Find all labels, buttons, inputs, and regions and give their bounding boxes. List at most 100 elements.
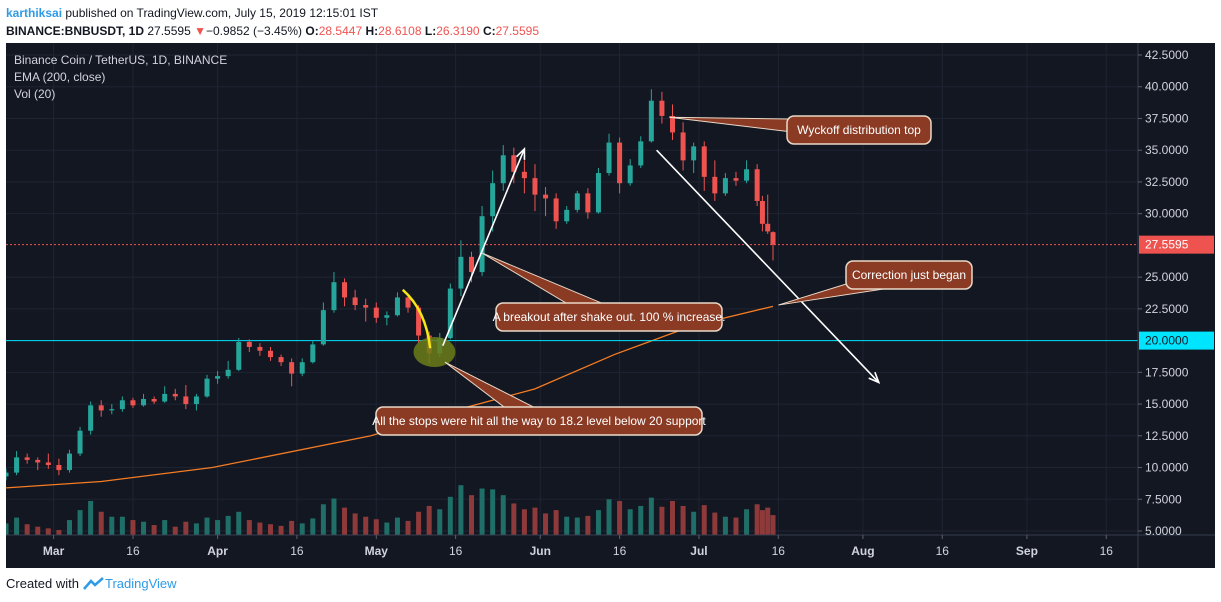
volume-bar xyxy=(691,511,697,535)
volume-bar xyxy=(617,500,623,535)
y-tick-label: 5.0000 xyxy=(1145,524,1182,538)
chart-area[interactable]: Wyckoff distribution top A breakout after… xyxy=(3,43,1215,568)
legend-ema: EMA (200, close) xyxy=(14,70,105,84)
candle-body xyxy=(3,472,9,477)
y-tick-label: 35.0000 xyxy=(1145,143,1189,157)
symbol-label: BINANCE:BNBUSDT, 1D xyxy=(6,24,145,38)
correction-callout-box xyxy=(845,260,973,290)
candle-body xyxy=(320,310,326,345)
candle-body xyxy=(204,378,210,397)
correction-callout-text: Correction just began xyxy=(852,268,966,282)
candle-body xyxy=(373,307,379,318)
candlestick-chart[interactable]: Wyckoff distribution top A breakout after… xyxy=(3,43,1215,568)
candle-body xyxy=(670,115,676,133)
y-tick-label: 15.0000 xyxy=(1145,397,1189,411)
wyckoff-callout-box xyxy=(786,115,932,145)
low-value: 26.3190 xyxy=(436,24,480,38)
breakout-callout-text: A breakout after shake out. 100 % increa… xyxy=(493,310,726,324)
volume-bar xyxy=(373,519,379,535)
volume-bar xyxy=(405,520,411,535)
ema-200-layer xyxy=(5,305,774,489)
quote-line: BINANCE:BNBUSDT, 1D 27.5595 ▼−0.9852 (−3… xyxy=(6,22,539,40)
publish-line: karthiksai published on TradingView.com,… xyxy=(6,4,539,22)
volume-bar xyxy=(236,511,242,535)
volume-bar xyxy=(627,509,633,535)
x-tick-label: 16 xyxy=(772,544,786,558)
candle-body xyxy=(500,155,506,184)
volume-bar xyxy=(648,497,654,535)
candle-body xyxy=(585,193,591,213)
volume-bar xyxy=(215,520,221,535)
volume-bar xyxy=(744,509,750,535)
x-tick-label: Mar xyxy=(43,544,65,558)
author-link[interactable]: karthiksai xyxy=(6,6,63,20)
candle-body xyxy=(66,453,72,471)
candle-body xyxy=(98,405,104,411)
high-value: 28.6108 xyxy=(378,24,422,38)
axes: 42.5000 40.0000 37.5000 35.0000 32.5000 30.00… xyxy=(6,43,1215,568)
annotations-layer: Wyckoff distribution top A breakout after… xyxy=(372,115,973,436)
stops-callout-box xyxy=(375,406,703,436)
change-value: −0.9852 (−3.45%) xyxy=(205,24,303,38)
volume-bar xyxy=(88,500,94,535)
volume-bar xyxy=(162,520,168,535)
volume-bar xyxy=(45,528,51,535)
volume-bar xyxy=(267,524,273,535)
ema-200-line xyxy=(5,305,774,489)
candle-body xyxy=(574,193,580,210)
volume-bar xyxy=(278,525,284,535)
tradingview-logo[interactable]: TradingView xyxy=(83,576,177,591)
volume-bar xyxy=(426,505,432,535)
breakout-arrow-head xyxy=(515,147,526,160)
candle-body xyxy=(553,198,559,222)
volume-bar xyxy=(722,516,728,535)
candle-body xyxy=(183,396,189,405)
candle-body xyxy=(770,232,776,245)
volume-bar xyxy=(511,503,517,535)
volume-bar xyxy=(24,524,30,535)
candle-body xyxy=(627,165,633,184)
candle-body xyxy=(35,459,41,463)
x-tick-label: Sep xyxy=(1016,544,1038,558)
volume-bar xyxy=(437,509,443,535)
volume-bar xyxy=(66,520,72,535)
candle-body xyxy=(659,100,665,116)
volume-bar xyxy=(733,517,739,535)
x-tick-label: Jul xyxy=(690,544,707,558)
candle-body xyxy=(638,141,644,166)
volume-bar xyxy=(14,517,20,535)
y-tick-label: 32.5000 xyxy=(1145,175,1189,189)
candle-body xyxy=(511,155,517,172)
volume-bar xyxy=(363,516,369,535)
candle-body xyxy=(765,223,771,232)
candle-body xyxy=(722,178,728,194)
x-tick-label: Jun xyxy=(530,544,551,558)
candle-body xyxy=(458,256,464,289)
candle-body xyxy=(733,178,739,181)
y-tick-label: 7.5000 xyxy=(1145,492,1182,506)
open-value: 28.5447 xyxy=(318,24,363,38)
open-label: O: xyxy=(305,24,319,38)
y-tick-label: 37.5000 xyxy=(1145,111,1189,125)
volume-bar xyxy=(532,507,538,535)
swing-curve xyxy=(401,288,432,349)
x-tick-label: May xyxy=(365,544,389,558)
volume-bar xyxy=(183,521,189,535)
candle-body xyxy=(543,194,549,199)
candle-body xyxy=(88,405,94,431)
volume-bar xyxy=(3,523,9,535)
candle-body xyxy=(384,315,390,318)
candle-body xyxy=(151,398,157,402)
candle-body xyxy=(680,132,686,161)
volume-bar xyxy=(172,526,178,535)
volume-bar xyxy=(447,496,453,535)
volume-bar xyxy=(225,515,231,535)
high-label: H: xyxy=(365,24,379,38)
candle-body xyxy=(712,176,718,194)
candle-body xyxy=(310,344,316,363)
volume-bar xyxy=(765,507,771,535)
volume-bar xyxy=(56,530,62,535)
x-tick-label: 16 xyxy=(126,544,140,558)
stops-callout-text: All the stops were hit all the way to 18… xyxy=(372,414,706,428)
candle-body xyxy=(490,183,496,217)
